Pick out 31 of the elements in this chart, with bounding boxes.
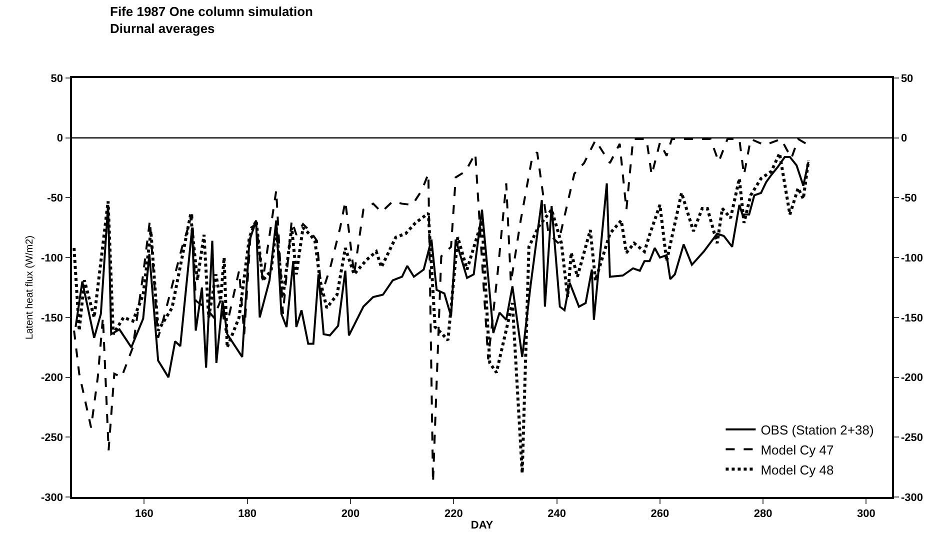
y-axis-title: Latent heat flux (W/m2): [24, 236, 36, 340]
legend-label: Model Cy 48: [760, 462, 834, 478]
legend-label: Model Cy 47: [760, 442, 834, 458]
y-tick-label: -50: [47, 192, 64, 205]
chart-subtitle: Diurnal averages: [110, 21, 215, 36]
x-tick-label: 160: [135, 508, 154, 520]
x-tick-label: 280: [754, 508, 772, 520]
y2-tick-label: 0: [900, 132, 908, 145]
y2-tick-label: -100: [900, 252, 923, 264]
x-tick-label: 180: [238, 508, 257, 520]
y2-tick-label: -300: [900, 492, 923, 504]
y-tick-label: -200: [41, 372, 64, 384]
y2-tick-label: -200: [900, 372, 923, 384]
x-tick-label: 200: [341, 508, 360, 520]
x-tick-label: 220: [444, 508, 463, 520]
y-tick-label: 0: [56, 132, 64, 145]
y2-tick-label: -150: [900, 312, 923, 324]
y-tick-label: -250: [41, 432, 64, 444]
x-tick-label: 300: [857, 508, 876, 520]
y-tick-label: -300: [41, 492, 64, 504]
y-tick-label: -150: [41, 312, 64, 324]
x-tick-label: 240: [548, 508, 566, 520]
y2-tick-label: 50: [900, 72, 914, 85]
x-tick-label: 260: [650, 508, 670, 520]
legend-label: OBS (Station 2+38): [760, 422, 874, 438]
y2-tick-label: -50: [900, 192, 917, 205]
y2-tick-label: -250: [900, 432, 923, 444]
chart-title: Fife 1987 One column simulation: [110, 4, 314, 20]
y-tick-label: 50: [50, 72, 64, 85]
x-axis-title: DAY: [470, 520, 494, 532]
y-tick-label: -100: [41, 252, 64, 264]
